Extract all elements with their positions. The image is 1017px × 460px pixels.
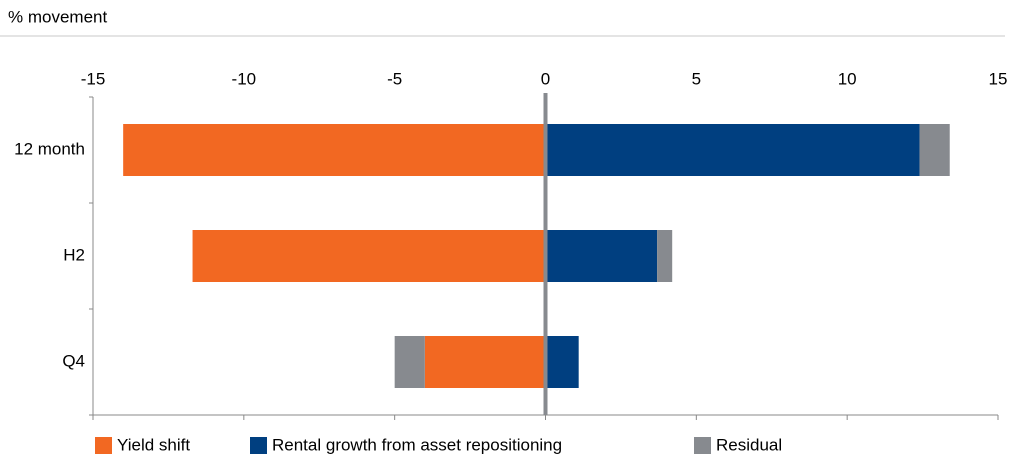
bar <box>192 230 546 282</box>
y-tick-label: 12 month <box>14 139 85 158</box>
x-tick-label: 10 <box>838 69 857 88</box>
x-tick-label: -10 <box>232 69 257 88</box>
bar <box>394 336 425 388</box>
legend-label: Rental growth from asset repositioning <box>272 435 562 454</box>
chart-title: % movement <box>8 7 107 26</box>
x-tick-label: -15 <box>81 69 106 88</box>
bar <box>545 230 658 282</box>
x-tick-label: 15 <box>989 69 1008 88</box>
y-tick-label: Q4 <box>62 351 85 370</box>
legend-swatch <box>694 437 711 454</box>
bar <box>545 124 920 176</box>
x-tick-label: 5 <box>692 69 701 88</box>
legend-label: Residual <box>716 435 782 454</box>
bar <box>123 124 546 176</box>
x-tick-label: -5 <box>387 69 402 88</box>
legend-swatch <box>95 437 112 454</box>
bar <box>545 336 579 388</box>
legend-swatch <box>250 437 267 454</box>
legend-label: Yield shift <box>117 435 190 454</box>
bar <box>919 124 950 176</box>
bar <box>657 230 673 282</box>
y-tick-label: H2 <box>63 245 85 264</box>
bar <box>424 336 546 388</box>
x-tick-label: 0 <box>541 69 550 88</box>
